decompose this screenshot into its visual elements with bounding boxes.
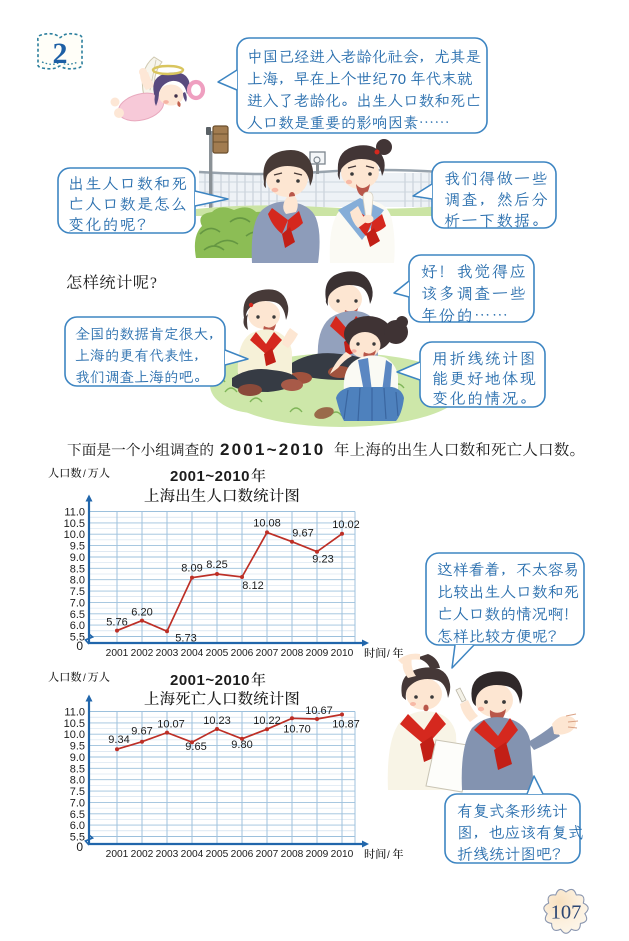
svg-text:2009: 2009 [306, 849, 329, 860]
svg-text:10.22: 10.22 [253, 715, 281, 727]
svg-text:0: 0 [76, 840, 83, 854]
svg-text:7.0: 7.0 [70, 797, 85, 809]
svg-text:5.5: 5.5 [70, 632, 85, 644]
svg-text:7.0: 7.0 [70, 597, 85, 609]
svg-text:9.67: 9.67 [292, 528, 313, 540]
svg-text:9.65: 9.65 [185, 741, 206, 753]
svg-text:8.5: 8.5 [70, 763, 85, 775]
svg-text:2007: 2007 [256, 648, 279, 659]
svg-text:2005: 2005 [206, 849, 229, 860]
svg-text:6.5: 6.5 [70, 609, 85, 621]
svg-text:2001~2010: 2001~2010 [220, 440, 325, 459]
svg-text:2001~2010: 2001~2010 [170, 468, 250, 485]
svg-text:107: 107 [551, 902, 582, 924]
svg-text:6.0: 6.0 [70, 820, 85, 832]
svg-text:9.34: 9.34 [108, 734, 129, 746]
svg-text:8.0: 8.0 [70, 775, 85, 787]
svg-text:2009: 2009 [306, 648, 329, 659]
svg-text:8.12: 8.12 [242, 580, 263, 592]
svg-text:11.0: 11.0 [64, 707, 85, 719]
svg-text:5.5: 5.5 [70, 832, 85, 844]
svg-text:2002: 2002 [131, 849, 154, 860]
svg-text:2008: 2008 [281, 648, 304, 659]
svg-text:2005: 2005 [206, 648, 229, 659]
svg-text:9.5: 9.5 [70, 541, 85, 553]
svg-text:9.5: 9.5 [70, 741, 85, 753]
svg-text:10.5: 10.5 [64, 718, 85, 730]
svg-text:/: / [83, 673, 86, 684]
svg-text:7.5: 7.5 [70, 586, 85, 598]
svg-text:10.67: 10.67 [305, 705, 333, 717]
svg-text:9.23: 9.23 [312, 554, 333, 566]
svg-text:10.08: 10.08 [253, 517, 281, 529]
svg-text:?: ? [150, 275, 157, 292]
svg-text:/: / [387, 850, 390, 861]
svg-text:5.73: 5.73 [175, 632, 196, 644]
svg-text:2004: 2004 [181, 648, 204, 659]
svg-text:2004: 2004 [181, 849, 204, 860]
svg-text:2002: 2002 [131, 648, 154, 659]
svg-text:11.0: 11.0 [64, 507, 85, 519]
svg-text:8.5: 8.5 [70, 563, 85, 575]
svg-text:2010: 2010 [331, 849, 354, 860]
svg-text:9.67: 9.67 [131, 726, 152, 738]
svg-text:5.76: 5.76 [106, 617, 127, 629]
svg-text:70: 70 [389, 71, 406, 88]
svg-text:0: 0 [76, 639, 83, 653]
svg-text:9.0: 9.0 [70, 752, 85, 764]
svg-text:2006: 2006 [231, 648, 254, 659]
svg-text:7.5: 7.5 [70, 786, 85, 798]
svg-text:2008: 2008 [281, 849, 304, 860]
svg-text:6.5: 6.5 [70, 809, 85, 821]
svg-text:6.20: 6.20 [131, 607, 152, 619]
svg-text:/: / [83, 469, 86, 480]
svg-text:2007: 2007 [256, 849, 279, 860]
svg-text:2003: 2003 [156, 849, 179, 860]
svg-text:2: 2 [53, 37, 68, 70]
svg-text:2006: 2006 [231, 849, 254, 860]
svg-text:10.70: 10.70 [283, 723, 311, 735]
svg-text:2001~2010: 2001~2010 [170, 672, 250, 689]
svg-text:10.0: 10.0 [64, 529, 85, 541]
svg-text:8.0: 8.0 [70, 575, 85, 587]
svg-text:8.25: 8.25 [206, 559, 227, 571]
svg-text:10.5: 10.5 [64, 518, 85, 530]
svg-text:2001: 2001 [106, 648, 129, 659]
svg-text:2010: 2010 [331, 648, 354, 659]
svg-text:2001: 2001 [106, 849, 129, 860]
svg-text:9.0: 9.0 [70, 552, 85, 564]
svg-text:10.87: 10.87 [332, 719, 360, 731]
svg-text:10.07: 10.07 [157, 719, 185, 731]
svg-text:8.09: 8.09 [181, 563, 202, 575]
svg-text:9.80: 9.80 [231, 739, 252, 751]
svg-text:6.0: 6.0 [70, 620, 85, 632]
svg-text:/: / [387, 649, 390, 660]
svg-text:10.02: 10.02 [332, 519, 360, 531]
svg-text:10.0: 10.0 [64, 729, 85, 741]
svg-text:10.23: 10.23 [203, 715, 231, 727]
svg-text:2003: 2003 [156, 648, 179, 659]
